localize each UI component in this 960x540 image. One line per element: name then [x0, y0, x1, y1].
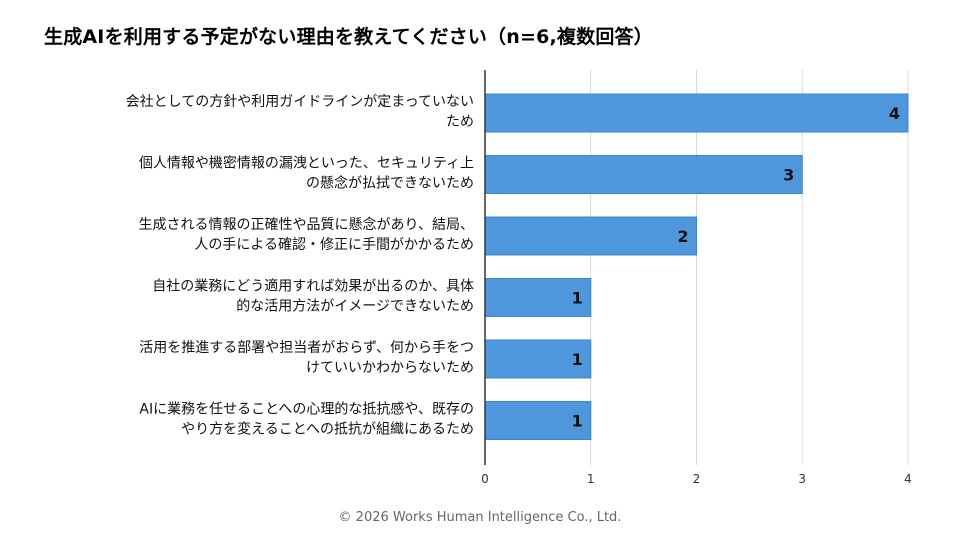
x-tick-label: 2 — [693, 472, 701, 486]
bar-value-label: 1 — [572, 350, 583, 369]
category-label: けていいかわからないため — [306, 360, 474, 376]
bar-value-label: 2 — [677, 227, 688, 246]
bar — [484, 278, 592, 317]
x-tick-label: 0 — [481, 472, 489, 486]
category-label: 個人情報や機密情報の漏洩といった、セキュリティ上 — [139, 155, 474, 172]
bar — [484, 93, 909, 133]
bar-value-label: 1 — [572, 289, 583, 308]
category-label: 的な活用方法がイメージできないため — [236, 299, 474, 315]
bar — [484, 216, 697, 256]
bar — [484, 155, 803, 194]
category-label: 自社の業務にどう適用すれば効果が出るのか、具体 — [152, 278, 474, 295]
x-tick-label: 1 — [587, 472, 595, 486]
bar-value-label: 4 — [889, 104, 900, 123]
category-label: の懸念が払拭できないため — [306, 175, 474, 192]
category-label: AIに業務を任せることへの心理的な抵抗感や、既存の — [139, 401, 474, 418]
x-tick-label: 3 — [798, 472, 806, 486]
category-label: ため — [446, 114, 474, 130]
bar-value-label: 3 — [783, 166, 794, 185]
category-label: 生成される情報の正確性や品質に懸念があり、結局、 — [139, 216, 474, 233]
bar-value-label: 1 — [572, 412, 583, 431]
category-label: 活用を推進する部署や担当者がおらず、何から手をつ — [139, 340, 474, 356]
chart-title: 生成AIを利用する予定がない理由を教えてください（n=6,複数回答） — [44, 26, 653, 48]
category-label: やり方を変えることへの抵抗が組織にあるため — [181, 421, 474, 438]
bar — [484, 339, 592, 379]
copyright-footer: © 2026 Works Human Intelligence Co., Ltd… — [338, 510, 622, 525]
x-tick-label: 4 — [904, 472, 912, 486]
category-label: 会社としての方針や利用ガイドラインが定まっていない — [126, 94, 474, 110]
category-label: 人の手による確認・修正に手間がかかるため — [194, 237, 474, 253]
